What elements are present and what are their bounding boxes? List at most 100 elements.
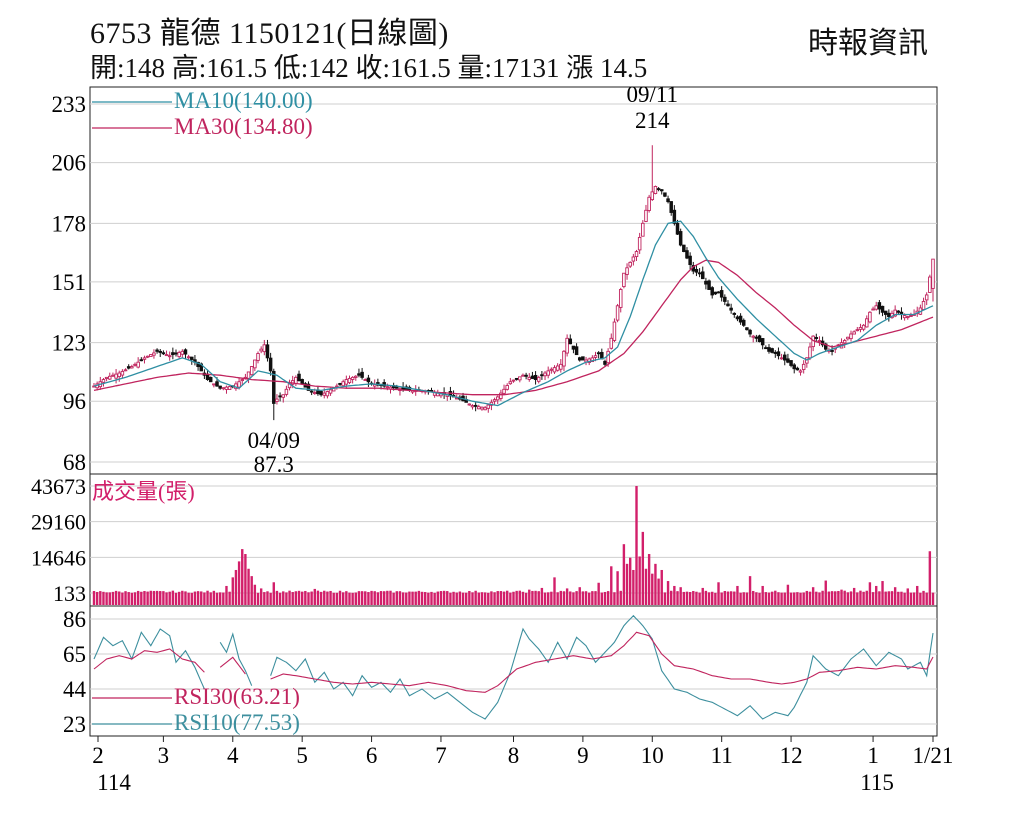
volume-bar bbox=[717, 582, 720, 605]
candle-body bbox=[262, 344, 267, 353]
candle-body bbox=[577, 357, 582, 361]
volume-bar bbox=[739, 592, 742, 605]
volume-bar bbox=[193, 591, 197, 605]
volume-bar bbox=[827, 591, 831, 605]
volume-bar bbox=[748, 576, 752, 605]
ma10-line bbox=[93, 220, 934, 407]
candle-body bbox=[707, 280, 711, 290]
volume-bar bbox=[780, 592, 783, 605]
volume-bar bbox=[341, 592, 345, 605]
candle-body bbox=[783, 354, 787, 361]
candle-body bbox=[552, 367, 557, 373]
candle-body bbox=[612, 321, 617, 341]
volume-bar bbox=[114, 590, 118, 605]
legends: MA10(140.00)MA30(134.80) 成交量(張) RSI30(63.2… bbox=[92, 88, 313, 735]
volume-bar bbox=[300, 591, 304, 605]
candle-body bbox=[536, 376, 541, 382]
volume-bar bbox=[474, 590, 477, 605]
candle-body bbox=[776, 351, 781, 357]
volume-bar bbox=[928, 551, 932, 605]
volume-bar bbox=[351, 592, 354, 605]
candle-body bbox=[562, 350, 566, 367]
volume-bar bbox=[200, 591, 203, 605]
candle-body bbox=[622, 272, 626, 288]
high-value-label: 214 bbox=[635, 108, 670, 133]
candle-body bbox=[713, 291, 718, 295]
candle-body bbox=[338, 383, 342, 385]
volume-bar bbox=[736, 585, 739, 605]
volume-bar bbox=[442, 590, 446, 605]
volume-bar bbox=[313, 588, 316, 605]
volume-bar bbox=[430, 591, 433, 605]
volume-bar bbox=[521, 591, 525, 605]
volume-bar bbox=[524, 592, 528, 605]
candle-body bbox=[858, 327, 863, 330]
candle-body bbox=[735, 316, 740, 320]
volume-bar bbox=[808, 591, 812, 605]
volume-bar bbox=[729, 591, 733, 605]
volume-bar bbox=[212, 590, 216, 605]
candle-body bbox=[767, 347, 771, 352]
volume-panel-title: 成交量(張) bbox=[92, 479, 195, 504]
candle-body bbox=[470, 405, 475, 408]
volume-bar bbox=[449, 592, 452, 605]
volume-bar bbox=[610, 566, 613, 605]
volume-bar bbox=[871, 592, 875, 605]
volume-bar bbox=[606, 591, 610, 605]
volume-bar bbox=[414, 591, 417, 605]
volume-bar bbox=[916, 585, 919, 605]
volume-bar bbox=[278, 592, 282, 605]
volume-tick-label-2: 14646 bbox=[31, 545, 86, 570]
volume-bar bbox=[632, 569, 635, 605]
x-axis-ticks: 2 3 4 5 6 7 8 9 10 11 12 1 1/21 114 115 bbox=[92, 736, 953, 795]
candle-body bbox=[325, 391, 330, 397]
volume-bar bbox=[868, 582, 872, 605]
candle-body bbox=[354, 375, 358, 378]
volume-bar bbox=[685, 591, 689, 605]
candle-body bbox=[641, 222, 645, 237]
candle-body bbox=[395, 386, 399, 389]
candle-body bbox=[521, 374, 525, 377]
candle-body bbox=[136, 361, 140, 368]
candle-body bbox=[650, 191, 655, 201]
year-label-1: 115 bbox=[860, 770, 894, 795]
candle-body bbox=[177, 351, 181, 358]
candle-body bbox=[883, 310, 888, 315]
candle-body bbox=[574, 346, 579, 356]
candle-body bbox=[688, 255, 692, 266]
candle-body bbox=[924, 294, 929, 301]
price-summary: 開:148 高:161.5 低:142 收:161.5 量:17131 漲 14… bbox=[90, 53, 648, 83]
candle-body bbox=[527, 376, 532, 380]
candle-body bbox=[779, 357, 784, 360]
volume-bar bbox=[288, 590, 291, 605]
volume-bar bbox=[323, 590, 326, 605]
volume-bar bbox=[231, 577, 234, 605]
volume-bar bbox=[837, 591, 840, 605]
candle-body bbox=[764, 347, 768, 350]
volume-bar bbox=[818, 592, 821, 605]
candle-body bbox=[454, 397, 459, 400]
volume-tick-label-1: 29160 bbox=[31, 510, 86, 535]
volume-bar bbox=[887, 591, 891, 605]
volume-bar bbox=[133, 592, 137, 605]
volume-bar bbox=[875, 585, 878, 605]
volume-bar bbox=[155, 590, 159, 605]
volume-bar bbox=[234, 569, 238, 605]
candle-body bbox=[559, 363, 563, 370]
candle-body bbox=[256, 353, 260, 361]
rsi-tick-label-2: 44 bbox=[63, 677, 87, 702]
candle-body bbox=[817, 340, 822, 342]
volume-bar bbox=[714, 592, 717, 605]
volume-bar bbox=[386, 590, 389, 605]
candle-body bbox=[218, 385, 222, 389]
volume-bar bbox=[711, 591, 714, 605]
candle-body bbox=[846, 336, 850, 340]
candle-body bbox=[928, 276, 932, 293]
volume-bar bbox=[487, 592, 490, 605]
candle-body bbox=[880, 305, 885, 313]
candle-body bbox=[855, 329, 860, 332]
low-value-label: 87.3 bbox=[254, 452, 294, 477]
volume-bar bbox=[433, 592, 436, 605]
volume-bar bbox=[436, 591, 440, 605]
candle-body bbox=[237, 381, 241, 388]
